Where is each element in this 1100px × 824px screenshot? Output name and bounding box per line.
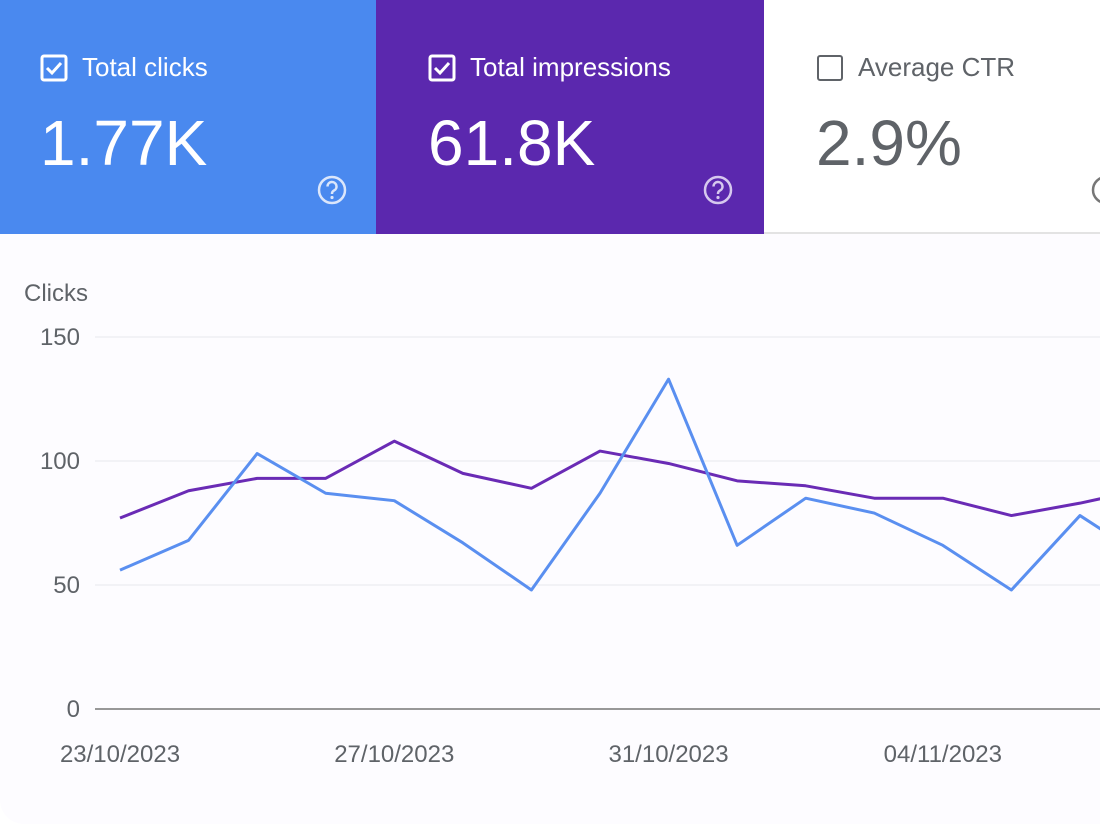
metric-value: 61.8K xyxy=(428,107,596,179)
metric-value: 2.9% xyxy=(816,107,962,179)
metric-label: Average CTR xyxy=(858,52,1016,82)
help-icon[interactable] xyxy=(1090,174,1100,206)
help-icon[interactable] xyxy=(702,174,734,206)
x-tick-label: 04/11/2023 xyxy=(884,741,1002,768)
x-tick-label: 23/10/2023 xyxy=(60,741,180,768)
y-tick-label: 50 xyxy=(53,572,80,599)
x-tick-label: 31/10/2023 xyxy=(608,741,728,768)
metric-card[interactable]: Total clicks 1.77K xyxy=(0,0,376,234)
metric-card[interactable]: Total impressions 61.8K xyxy=(376,0,764,234)
y-axis-title: Clicks xyxy=(24,280,88,307)
x-tick-label: 27/10/2023 xyxy=(334,741,454,768)
y-tick-label: 0 xyxy=(67,696,80,723)
checkbox[interactable] xyxy=(816,54,844,82)
metric-value: 1.77K xyxy=(40,107,208,179)
y-tick-label: 150 xyxy=(40,324,80,351)
checkbox[interactable] xyxy=(428,54,456,82)
series-line xyxy=(119,377,1100,592)
metric-card[interactable]: Average CTR 2.9% xyxy=(764,0,1100,234)
metric-label: Total impressions xyxy=(470,52,671,82)
help-icon[interactable] xyxy=(316,174,348,206)
chart: Clicks 0 50 100 150 23/10/2023 27/10/2023 31/1… xyxy=(24,280,1100,768)
metric-label: Total clicks xyxy=(82,52,208,82)
series-line xyxy=(119,439,1100,520)
checkbox[interactable] xyxy=(40,54,68,82)
y-tick-label: 100 xyxy=(40,448,80,475)
